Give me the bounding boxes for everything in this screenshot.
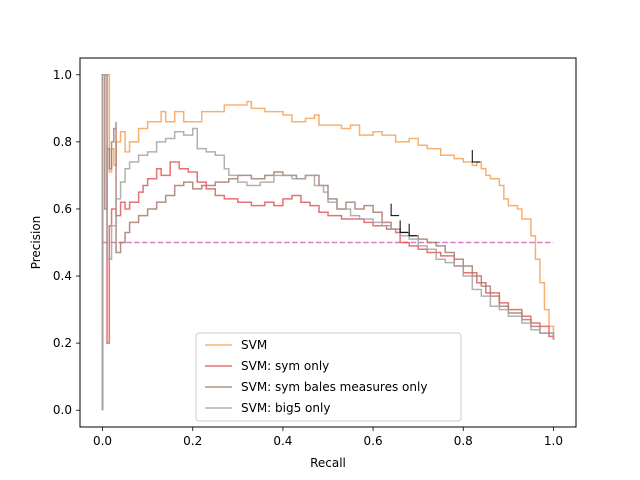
series-line-1 xyxy=(101,74,555,411)
x-axis-ticks: 0.0 0.2 0.4 0.6 0.8 1.0 xyxy=(93,427,563,448)
x-tick-label: 0.6 xyxy=(364,434,383,448)
x-tick-label: 0.4 xyxy=(273,434,292,448)
operating-point-marker-1 xyxy=(390,203,400,217)
operating-point-marker-0 xyxy=(471,149,481,163)
legend: SVM SVM: sym only SVM: sym bales measures … xyxy=(195,332,462,422)
x-tick-label: 0.2 xyxy=(183,434,202,448)
y-tick-label: 0.0 xyxy=(53,403,72,417)
legend-label-1: SVM: sym only xyxy=(241,359,329,373)
y-tick-label: 0.4 xyxy=(53,269,72,283)
plot-area xyxy=(101,74,555,411)
operating-point-marker-2 xyxy=(399,220,409,233)
series-line-3 xyxy=(101,74,555,411)
y-tick-label: 0.2 xyxy=(53,336,72,350)
y-axis-ticks: 0.0 0.2 0.4 0.6 0.8 1.0 xyxy=(53,68,80,417)
x-axis-label: Recall xyxy=(310,456,346,470)
y-axis-label: Precision xyxy=(29,216,43,270)
legend-box xyxy=(195,332,462,422)
y-tick-label: 1.0 xyxy=(53,68,72,82)
legend-label-0: SVM xyxy=(241,338,267,352)
operating-point-marker-3 xyxy=(408,223,418,237)
y-tick-label: 0.8 xyxy=(53,135,72,149)
x-tick-label: 1.0 xyxy=(544,434,563,448)
legend-label-2: SVM: sym bales measures only xyxy=(241,380,427,394)
x-tick-label: 0.8 xyxy=(454,434,473,448)
series-line-0 xyxy=(101,74,555,411)
axes-frame xyxy=(79,57,577,428)
x-tick-label: 0.0 xyxy=(93,434,112,448)
legend-label-3: SVM: big5 only xyxy=(241,401,330,415)
y-tick-label: 0.6 xyxy=(53,202,72,216)
